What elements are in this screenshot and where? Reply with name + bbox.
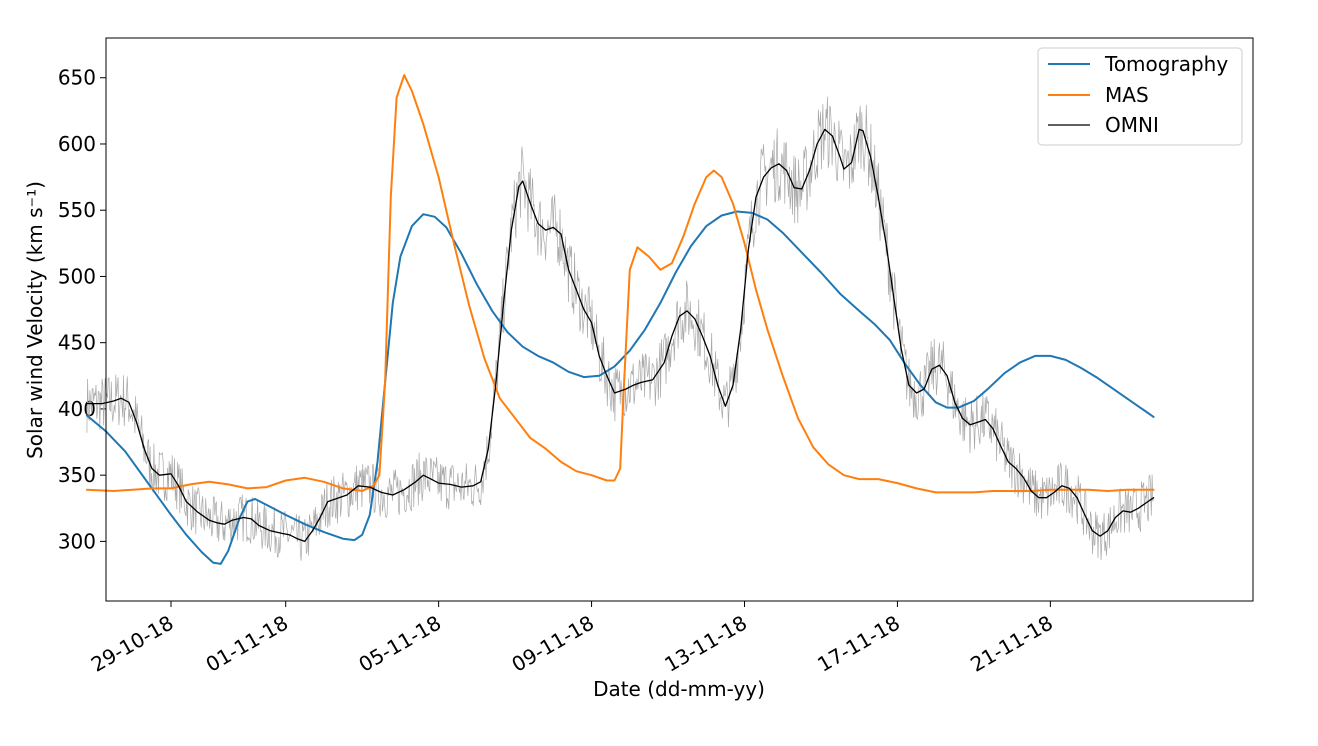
x-axis-label: Date (dd-mm-yy)	[593, 677, 765, 701]
legend: Tomography MAS OMNI	[1037, 47, 1243, 146]
y-tick-label: 500	[58, 264, 96, 288]
x-tick-label: 09-11-18	[507, 611, 598, 677]
plot-frame	[105, 37, 1254, 602]
x-tick-label: 13-11-18	[660, 611, 751, 677]
x-tick-label: 01-11-18	[202, 611, 293, 677]
omni-raw-line	[86, 96, 1154, 561]
y-tick-label: 350	[58, 463, 96, 487]
y-axis-label: Solar wind Velocity (km s⁻¹)	[23, 181, 47, 459]
x-tick-label: 29-10-18	[87, 611, 178, 677]
y-tick-label: 300	[58, 529, 96, 553]
series-layer	[85, 74, 1155, 565]
y-tick-label: 600	[58, 132, 96, 156]
legend-box	[1037, 47, 1243, 146]
x-tick-label: 17-11-18	[813, 611, 904, 677]
x-axis: 29-10-18 01-11-18 05-11-18 09-11-18 13-11-18…	[87, 601, 1057, 677]
y-tick-label: 650	[58, 66, 96, 90]
series-line-tomography	[85, 210, 1155, 565]
y-tick-label: 550	[58, 198, 96, 222]
legend-label-tomography: Tomography	[1104, 52, 1228, 76]
x-tick-label: 05-11-18	[355, 611, 446, 677]
legend-label-omni: OMNI	[1105, 113, 1159, 137]
y-tick-label: 450	[58, 331, 96, 355]
omni-raw-data	[86, 96, 1154, 561]
series-line-mas	[85, 74, 1155, 494]
x-tick-label: 21-11-18	[966, 611, 1057, 677]
legend-label-mas: MAS	[1105, 83, 1149, 107]
series-line-omni	[86, 128, 1155, 543]
